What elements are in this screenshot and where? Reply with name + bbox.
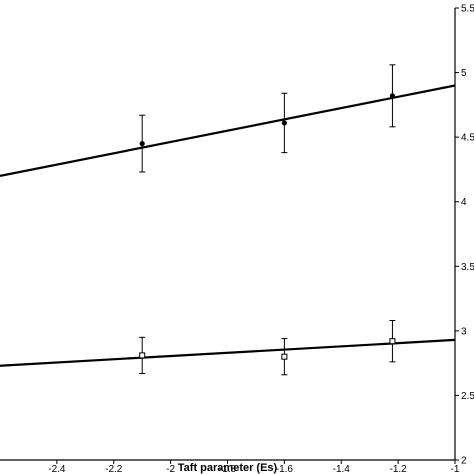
- x-axis-ticks: -2.4 -2.2 -2 -1.8 -1.6 -1.4 -1.2 -1: [48, 460, 460, 474]
- x-tick-label: -2: [166, 464, 175, 474]
- axes: [0, 8, 456, 461]
- y-tick-label: 3: [461, 326, 467, 337]
- data-point-square: [281, 353, 288, 360]
- y-axis-ticks: 2 2.5 3 3.5 4 4.5 5 5.5: [455, 4, 474, 467]
- data-point-circle: [139, 141, 145, 147]
- data-markers: [139, 93, 396, 360]
- fit-line-series-2: [0, 338, 456, 367]
- y-tick-label: 3.5: [461, 262, 474, 273]
- y-tick-label: 2.5: [461, 391, 474, 402]
- y-tick-label: 5: [461, 68, 467, 79]
- fit-line-series-1: [0, 84, 456, 177]
- x-tick-label: -1: [451, 464, 460, 474]
- x-axis-title: Taft parameter (Es): [178, 462, 278, 474]
- y-tick-label: 4.5: [461, 133, 474, 144]
- data-point-square: [389, 338, 396, 345]
- x-tick-label: -2.4: [48, 464, 66, 474]
- y-tick-label: 2: [461, 456, 467, 467]
- x-tick-label: -1.6: [276, 464, 294, 474]
- x-tick-label: -1.8: [219, 464, 237, 474]
- data-point-circle: [389, 93, 396, 99]
- data-point-circle: [281, 120, 287, 126]
- data-point-square: [139, 352, 146, 359]
- y-tick-label: 5.5: [461, 4, 474, 15]
- x-tick-label: -1.4: [333, 464, 351, 474]
- x-tick-label: -1.2: [390, 464, 408, 474]
- y-tick-label: 4: [461, 197, 467, 208]
- fit-lines: [0, 84, 456, 367]
- x-tick-label: -2.2: [105, 464, 123, 474]
- error-bars: [139, 64, 396, 376]
